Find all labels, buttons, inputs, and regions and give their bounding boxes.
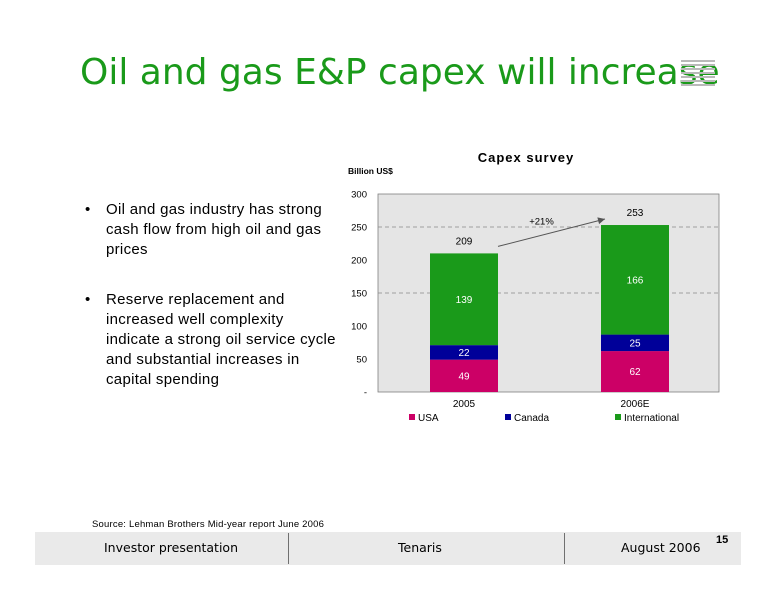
legend-swatch — [505, 414, 511, 420]
bar-value-label: 62 — [629, 367, 641, 378]
bar-total-label: 253 — [627, 208, 644, 219]
footer-left-text: Investor presentation — [104, 540, 238, 555]
bar-segment-usa — [430, 359, 498, 392]
y-tick-label: 250 — [351, 223, 367, 234]
legend-swatch — [615, 414, 621, 420]
legend-swatch — [409, 414, 415, 420]
footer-center-text: Tenaris — [398, 540, 442, 555]
x-tick-label: 2006E — [621, 399, 650, 410]
legend-label: USA — [418, 413, 439, 424]
bullet-item: Oil and gas industry has strong cash flo… — [85, 200, 340, 260]
bar-segment-canada — [601, 334, 669, 352]
bar-value-label: 49 — [458, 371, 470, 382]
y-tick-label: - — [364, 388, 367, 399]
bar-segment-usa — [601, 351, 669, 392]
footer-divider — [564, 533, 565, 564]
plot-area — [377, 193, 720, 393]
bar-segment-canada — [430, 345, 498, 360]
y-tick-label: 200 — [351, 256, 367, 267]
bullet-list: Oil and gas industry has strong cash flo… — [85, 200, 340, 420]
bar-value-label: 22 — [458, 348, 470, 359]
bar-value-label: 166 — [627, 275, 644, 286]
legend-label: Canada — [514, 413, 549, 424]
y-tick-label: 300 — [351, 190, 367, 201]
y-axis-label: Billion US$ — [348, 166, 393, 176]
y-tick-label: 100 — [351, 322, 367, 333]
slide-title: Oil and gas E&P capex will increase — [80, 52, 720, 93]
x-tick-label: 2005 — [453, 399, 476, 410]
growth-arrow — [497, 218, 606, 247]
page-number: 15 — [716, 534, 729, 546]
footer-divider — [288, 533, 289, 564]
y-tick-label: 50 — [356, 355, 367, 366]
growth-annotation: +21% — [529, 217, 554, 228]
bullet-item: Reserve replacement and increased well c… — [85, 290, 340, 390]
bar-segment-international — [601, 225, 669, 335]
source-note: Source: Lehman Brothers Mid-year report … — [92, 519, 325, 530]
chart-title: Capex survey — [478, 150, 575, 165]
bar-total-label: 209 — [456, 236, 473, 247]
footer-bar: Investor presentation Tenaris August 200… — [35, 532, 741, 565]
bar-value-label: 25 — [629, 338, 641, 349]
bar-value-label: 139 — [456, 295, 473, 306]
legend-label: International — [624, 413, 679, 424]
bar-segment-international — [430, 253, 498, 346]
growth-arrowhead — [597, 217, 605, 225]
logo-stripes-icon — [681, 60, 715, 88]
y-tick-label: 150 — [351, 289, 367, 300]
footer-right-text: August 2006 — [621, 540, 701, 555]
